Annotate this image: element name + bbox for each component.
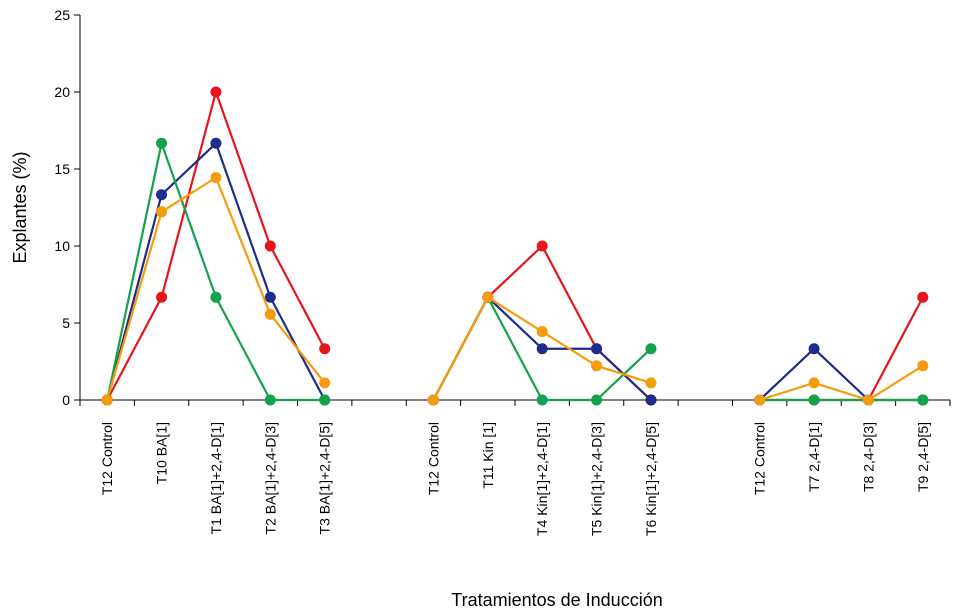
series-layer	[101, 86, 929, 406]
data-point	[319, 343, 331, 355]
data-point	[319, 394, 331, 406]
data-point	[808, 377, 820, 389]
data-point	[917, 360, 929, 372]
series-2	[101, 137, 929, 406]
data-point	[754, 394, 766, 406]
data-point	[862, 394, 874, 406]
y-tick-label: 5	[62, 315, 70, 331]
series-3	[101, 172, 929, 406]
data-point	[156, 189, 168, 201]
data-point	[536, 326, 548, 338]
y-tick-label: 15	[54, 161, 70, 177]
x-axis-title: Tratamientos de Inducción	[451, 590, 662, 610]
data-point	[319, 377, 331, 389]
data-point	[808, 343, 820, 355]
data-point	[591, 343, 603, 355]
data-point	[536, 394, 548, 406]
data-point	[917, 291, 929, 303]
data-point	[210, 291, 222, 303]
x-tick-label: T6 Kin[1]+2,4-D[5]	[643, 422, 659, 536]
y-tick-label: 10	[54, 238, 70, 254]
data-point	[591, 394, 603, 406]
data-point	[210, 137, 222, 149]
data-point	[264, 291, 276, 303]
x-tick-label: T12 Control	[425, 422, 441, 495]
data-point	[101, 394, 113, 406]
y-axis-title: Explantes (%)	[10, 151, 30, 263]
data-point	[536, 240, 548, 252]
data-point	[917, 394, 929, 406]
data-point	[210, 86, 222, 98]
x-tick-label: T7 2,4-D[1]	[806, 422, 822, 492]
series-line	[432, 244, 652, 401]
y-tick-label: 0	[62, 392, 70, 408]
data-point	[264, 240, 276, 252]
data-point	[645, 343, 657, 355]
x-tick-label: T1 BA[1]+2,4-D[1]	[208, 422, 224, 534]
x-tick-label: T12 Control	[99, 422, 115, 495]
data-point	[427, 394, 439, 406]
x-tick-label: T10 BA[1]	[154, 422, 170, 484]
y-tick-label: 25	[54, 7, 70, 23]
x-tick-label: T11 Kin [1]	[480, 422, 496, 489]
x-tick-label: T12 Control	[752, 422, 768, 495]
data-point	[482, 291, 494, 303]
data-point	[210, 172, 222, 184]
data-point	[264, 394, 276, 406]
series-line	[759, 364, 924, 402]
x-tick-label: T4 Kin[1]+2,4-D[1]	[534, 422, 550, 536]
y-tick-label: 20	[54, 84, 70, 100]
data-point	[808, 394, 820, 406]
x-tick-label: T2 BA[1]+2,4-D[3]	[262, 422, 278, 534]
data-point	[645, 377, 657, 389]
axes: 0 5 10 15 20 25 T12 Control T10 BA[1] T1 BA[1]+2…	[54, 7, 951, 536]
data-point	[156, 206, 168, 218]
x-tick-label: T8 2,4-D[3]	[860, 422, 876, 492]
series-line	[759, 296, 924, 402]
data-point	[536, 343, 548, 355]
x-tick-label: T9 2,4-D[5]	[915, 422, 931, 492]
data-point	[591, 360, 603, 372]
x-tick-label: T5 Kin[1]+2,4-D[3]	[589, 422, 605, 536]
data-point	[645, 394, 657, 406]
data-point	[156, 291, 168, 303]
data-point	[264, 308, 276, 320]
data-point	[156, 137, 168, 149]
x-tick-label: T3 BA[1]+2,4-D[5]	[317, 422, 333, 534]
